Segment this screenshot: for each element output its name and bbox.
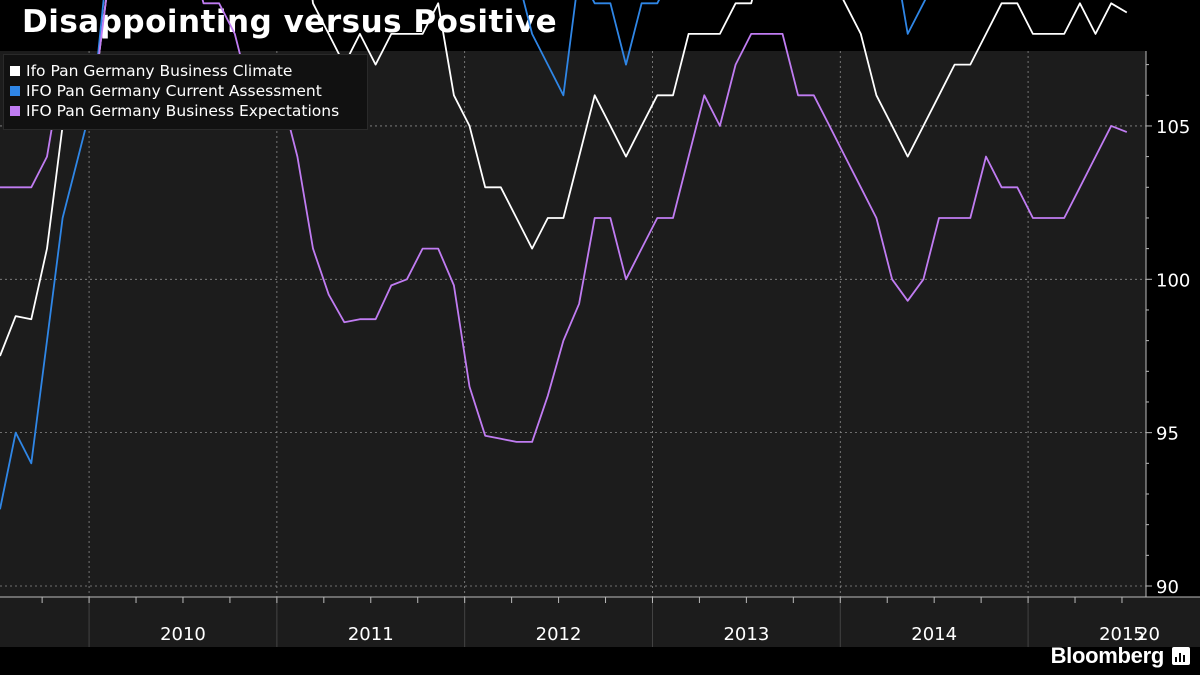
x-tick-label: 2015 [1099,624,1145,645]
legend-swatch-current [10,86,20,96]
legend-swatch-climate [10,66,20,76]
series-line-expectations [0,0,1128,443]
x-tick-label: 2011 [348,624,394,645]
y-tick-label: 90 [1156,577,1179,598]
x-tick-label: 2014 [911,624,957,645]
bloomberg-terminal-icon [1172,647,1190,665]
legend: Ifo Pan Germany Business Climate IFO Pan… [3,54,368,130]
y-tick-label: 100 [1156,270,1190,291]
legend-label-climate: Ifo Pan Germany Business Climate [26,62,293,80]
legend-item-current: IFO Pan Germany Current Assessment [4,81,367,101]
series-line-climate [0,0,1128,357]
x-tick-label: 2013 [723,624,769,645]
legend-item-expectations: IFO Pan Germany Business Expectations [4,101,367,121]
bloomberg-logo: Bloomberg [1051,643,1190,669]
brand-name: Bloomberg [1050,643,1165,668]
x-tick-label: 20 [1137,624,1160,645]
y-axis: 9095100105110115120 [1145,51,1190,598]
legend-swatch-expectations [10,106,20,116]
chart-title: Disappointing versus Positive [22,4,558,40]
series-line-current [0,0,927,510]
y-tick-label: 105 [1156,117,1190,138]
legend-label-current: IFO Pan Germany Current Assessment [26,82,322,100]
plot-background [0,51,1146,597]
x-tick-label: 2010 [160,624,206,645]
legend-item-climate: Ifo Pan Germany Business Climate [4,61,367,81]
x-tick-label: 2012 [536,624,582,645]
axis-band [0,597,1200,647]
y-tick-label: 95 [1156,424,1179,445]
series-lines [0,0,1128,510]
legend-label-expectations: IFO Pan Germany Business Expectations [26,102,340,120]
